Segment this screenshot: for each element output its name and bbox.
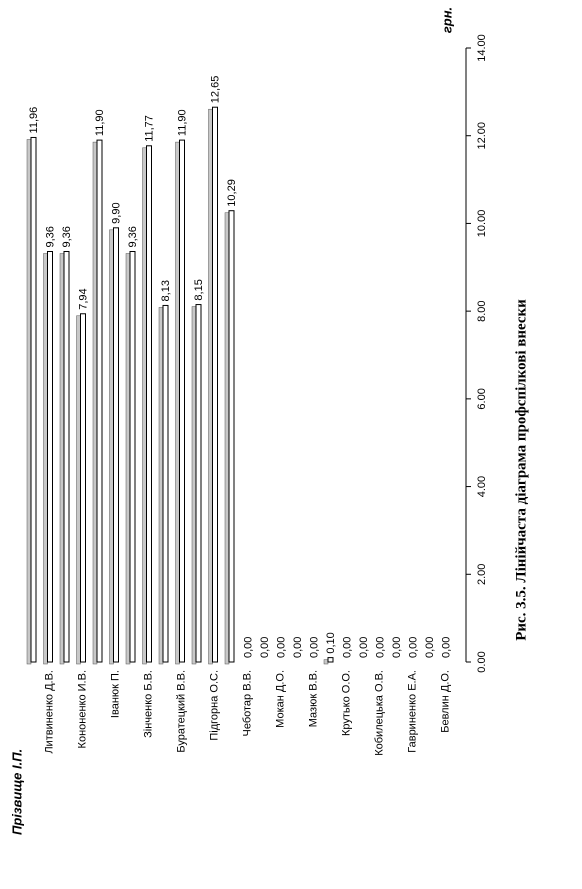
x-tick-label: Іванюк П. <box>109 670 121 718</box>
bar <box>113 227 119 663</box>
value-label: 0,00 <box>358 637 370 658</box>
bar <box>179 139 185 663</box>
value-label: 12,65 <box>209 76 221 104</box>
value-label: 9,36 <box>61 226 73 247</box>
value-label: 0,00 <box>374 637 386 658</box>
value-label: 0,00 <box>424 637 436 658</box>
x-tick-label: Литвиненко Д.В. <box>43 670 55 754</box>
value-label: 0,00 <box>292 637 304 658</box>
bar-shadow <box>208 108 213 665</box>
value-label: 11,96 <box>28 107 40 134</box>
x-tick-label: Підгорна О.С. <box>208 670 220 741</box>
x-tick-label: Гавриненко Е.А. <box>406 670 418 753</box>
bar <box>129 250 136 663</box>
value-label: 11,90 <box>176 109 188 136</box>
bar-shadow <box>175 141 180 665</box>
bar-shadow <box>43 253 48 665</box>
y-tick-label: 12.00 <box>476 122 488 150</box>
y-tick-label: 6.00 <box>476 388 488 409</box>
value-label: 0,00 <box>440 637 452 658</box>
bar-shadow <box>224 212 230 665</box>
bar <box>228 210 235 663</box>
value-label: 8,13 <box>160 280 172 301</box>
value-label: 0,00 <box>242 637 254 658</box>
y-tick-label: 10.00 <box>476 210 488 238</box>
value-label: 0,10 <box>325 632 337 653</box>
bar <box>195 304 202 663</box>
x-tick-label: Кононенко И.В. <box>76 670 88 748</box>
x-tick-label: Бевлин Д.О. <box>439 670 451 733</box>
value-label: 0,00 <box>259 637 271 658</box>
value-label: 11,90 <box>94 109 106 136</box>
y-tick-label: 4.00 <box>476 476 488 497</box>
bar-shadow <box>26 139 32 665</box>
bar <box>63 250 70 663</box>
bar <box>212 106 218 663</box>
x-tick-label: Крутько О.О. <box>340 670 352 736</box>
bar-shadow <box>323 659 329 665</box>
value-label: 0,00 <box>308 637 320 658</box>
x-tick-label: Кобилецька О.В. <box>373 670 385 756</box>
value-label: 10,29 <box>226 179 238 207</box>
x-tick-label: Буратецкий В.В. <box>175 670 187 753</box>
value-label: 8,15 <box>193 279 205 300</box>
bar-shadow <box>158 307 164 665</box>
category-axis-title: Прізвище І.П. <box>9 749 24 835</box>
y-tick-label: 2.00 <box>476 564 488 585</box>
caption: Рис. 3.5. Лінійчаста діаграма профспілко… <box>513 299 529 641</box>
bar <box>327 657 334 663</box>
bar <box>80 313 86 663</box>
y-tick-label: 14.00 <box>476 34 488 62</box>
bar-shadow <box>59 253 65 665</box>
value-label: 9,36 <box>127 226 139 247</box>
value-label: 0,00 <box>341 637 353 658</box>
value-label: 7,94 <box>77 288 89 309</box>
x-tick-label: Чеботар В.В. <box>241 670 253 737</box>
value-axis-title: грн. <box>439 7 454 33</box>
bar-shadow <box>125 253 131 665</box>
y-tick-label: 0.00 <box>476 651 488 672</box>
value-label: 0,00 <box>275 637 287 658</box>
bar-shadow <box>191 306 197 665</box>
x-tick-label: Мазюк В.В. <box>307 670 319 727</box>
bar-shadow <box>92 141 98 665</box>
value-label: 9,36 <box>44 226 56 247</box>
bar-shadow <box>76 315 81 665</box>
bar <box>96 139 103 663</box>
bar-shadow <box>142 147 147 665</box>
value-label: 0,00 <box>407 637 419 658</box>
bar <box>47 250 53 663</box>
value-label: 11,77 <box>143 115 155 142</box>
x-tick-label: Зінченко Б.В. <box>142 670 154 738</box>
x-tick-label: Мокан Д.О. <box>274 670 286 728</box>
bar <box>146 145 152 663</box>
bar <box>30 136 37 663</box>
value-label: 9,90 <box>110 202 122 223</box>
bar <box>162 304 169 663</box>
y-tick-label: 8.00 <box>476 300 488 321</box>
bar-shadow <box>109 229 114 665</box>
value-label: 0,00 <box>391 637 403 658</box>
